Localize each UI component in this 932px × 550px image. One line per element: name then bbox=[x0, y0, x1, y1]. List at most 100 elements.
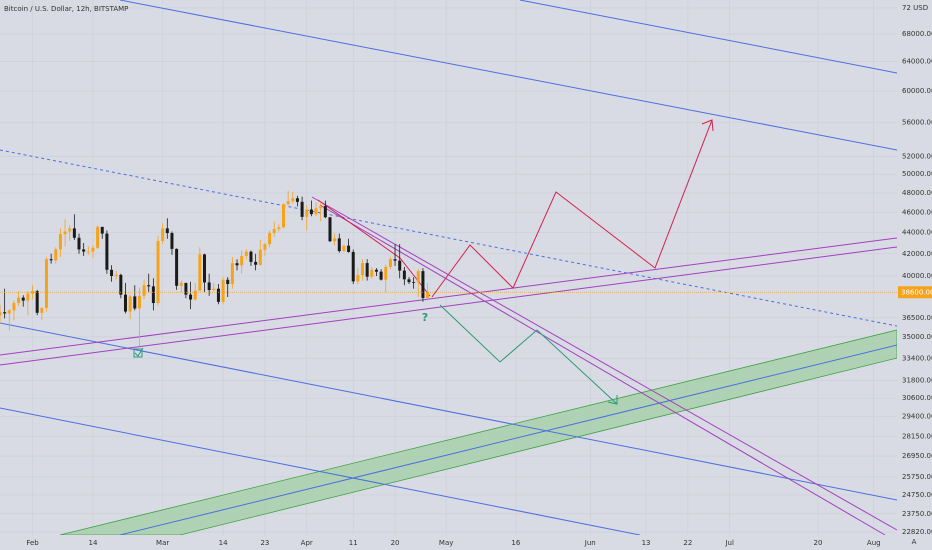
candle-body bbox=[351, 252, 355, 282]
candle-body bbox=[26, 293, 30, 301]
candle-body bbox=[384, 266, 388, 280]
check-icon bbox=[133, 348, 143, 358]
y-tick-label: 23750.00 bbox=[902, 510, 932, 518]
candle-body bbox=[226, 279, 230, 285]
candle-body bbox=[137, 295, 141, 309]
x-tick-label: Jul bbox=[724, 539, 734, 547]
y-tick-label: 50000.00 bbox=[902, 170, 932, 178]
candle-body bbox=[82, 249, 86, 252]
price-axis bbox=[897, 0, 932, 550]
y-tick-label: 42000.00 bbox=[902, 250, 932, 258]
trend-line bbox=[0, 149, 898, 327]
y-tick-label: 48000.00 bbox=[902, 189, 932, 197]
x-tick-label: 14 bbox=[219, 539, 228, 547]
projection-path bbox=[431, 119, 713, 298]
y-tick-label: 25750.00 bbox=[902, 473, 932, 481]
candle-body bbox=[202, 254, 206, 283]
trend-line bbox=[519, 0, 898, 74]
candle-body bbox=[35, 291, 39, 313]
candle-body bbox=[123, 294, 127, 312]
candle-body bbox=[263, 244, 267, 250]
candle-body bbox=[235, 263, 239, 266]
candle-body bbox=[323, 206, 327, 218]
candle-body bbox=[374, 269, 378, 272]
candle-body bbox=[110, 269, 114, 277]
candle-body bbox=[21, 297, 25, 301]
candle-body bbox=[258, 249, 262, 265]
axes: 72 USD 68000.00 64000.00 60000.00 56000.00 52… bbox=[26, 4, 932, 547]
y-tick-label: 24750.00 bbox=[902, 491, 932, 499]
candle-body bbox=[207, 282, 211, 291]
candle-body bbox=[295, 198, 299, 202]
candle-body bbox=[86, 251, 90, 253]
candle-body bbox=[72, 228, 76, 238]
candle-body bbox=[268, 232, 272, 245]
candle-body bbox=[58, 234, 62, 250]
candle-body bbox=[244, 251, 248, 256]
candle-body bbox=[96, 226, 100, 248]
candle-body bbox=[393, 259, 397, 261]
arrow-head bbox=[607, 395, 618, 405]
chart-title: Bitcoin / U.S. Dollar, 12h, BITSTAMP bbox=[4, 5, 128, 13]
candle-body bbox=[147, 285, 151, 287]
candle-body bbox=[165, 228, 169, 234]
projection-path bbox=[439, 304, 618, 405]
candle-body bbox=[40, 307, 44, 313]
y-tick-label: 72 USD bbox=[902, 4, 928, 12]
y-tick-label: 33400.00 bbox=[902, 354, 932, 362]
candle-body bbox=[277, 227, 281, 229]
candle-body bbox=[361, 263, 365, 276]
x-tick-label: Mar bbox=[156, 539, 169, 547]
trend-line bbox=[119, 344, 898, 536]
candle-body bbox=[388, 259, 392, 267]
y-tick-label: 52000.00 bbox=[902, 152, 932, 160]
x-tick-label: 20 bbox=[391, 539, 400, 547]
x-tick-label: 13 bbox=[642, 539, 651, 547]
candle-body bbox=[412, 282, 416, 283]
price-label-box bbox=[898, 286, 932, 299]
candle-body bbox=[305, 209, 309, 217]
y-tick-label: 26950.00 bbox=[902, 452, 932, 460]
candle-body bbox=[7, 310, 11, 314]
candle-body bbox=[193, 290, 197, 300]
candle-body bbox=[133, 296, 137, 309]
y-tick-label: 28150.00 bbox=[902, 432, 932, 440]
x-tick-label: Aug bbox=[867, 539, 881, 547]
check-icon bbox=[134, 347, 144, 357]
candle-body bbox=[333, 238, 337, 242]
candle-body bbox=[249, 251, 253, 262]
candle-body bbox=[170, 233, 174, 249]
candle-body bbox=[365, 263, 369, 277]
candle-body bbox=[286, 201, 290, 205]
candle-body bbox=[221, 279, 225, 302]
x-tick-label: 16 bbox=[511, 539, 520, 547]
x-tick-label: 20 bbox=[814, 539, 823, 547]
candle-body bbox=[379, 271, 383, 280]
candle-body bbox=[114, 274, 118, 277]
y-tick-label: 40000.00 bbox=[902, 272, 932, 280]
candle-body bbox=[77, 237, 81, 250]
candle-body bbox=[12, 303, 16, 311]
x-tick-label: May bbox=[439, 539, 453, 547]
y-tick-label: 44000.00 bbox=[902, 229, 932, 237]
x-tick-label: 11 bbox=[349, 539, 358, 547]
candle-body bbox=[254, 261, 258, 265]
annotation: ? bbox=[422, 311, 428, 324]
candle-body bbox=[421, 271, 425, 298]
trend-line bbox=[0, 246, 898, 366]
candle-body bbox=[347, 245, 351, 253]
x-tick-label: 23 bbox=[260, 539, 269, 547]
candle-body bbox=[300, 201, 304, 217]
x-tick-label: 14 bbox=[88, 539, 97, 547]
candle-body bbox=[63, 231, 67, 235]
candle-body bbox=[128, 296, 132, 312]
x-tick-label: Apr bbox=[301, 539, 313, 547]
candle-body bbox=[17, 297, 21, 304]
scale-button[interactable]: A bbox=[912, 538, 917, 546]
candle-body bbox=[426, 292, 430, 298]
time-axis bbox=[0, 535, 932, 550]
candle-body bbox=[230, 263, 234, 285]
candle-body bbox=[49, 259, 53, 261]
candle-body bbox=[216, 288, 220, 302]
